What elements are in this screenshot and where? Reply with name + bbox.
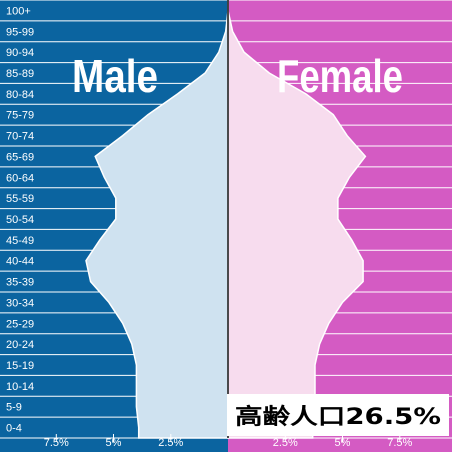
age-label: 95-99: [6, 26, 34, 38]
age-label: 20-24: [6, 339, 34, 351]
age-label: 60-64: [6, 172, 34, 184]
age-label: 65-69: [6, 151, 34, 163]
female-series-area: [227, 0, 367, 439]
age-label: 30-34: [6, 297, 34, 309]
legend-female: Female: [277, 50, 403, 102]
age-label: 10-14: [6, 381, 34, 393]
age-label: 45-49: [6, 235, 34, 247]
aging-annotation: 高齢人口26.5%: [235, 404, 441, 430]
age-label: 35-39: [6, 277, 34, 289]
age-label: 5-9: [6, 402, 22, 414]
age-label: 85-89: [6, 68, 34, 80]
x-tick-label: 7.5%: [387, 437, 412, 449]
x-tick-label: 2.5%: [273, 437, 298, 449]
age-label: 25-29: [6, 318, 34, 330]
age-label: 80-84: [6, 89, 34, 101]
male-series-area: [85, 0, 229, 439]
x-axis-ticks: 7.5% 5% 2.5% 2.5% 5% 7.5%: [44, 434, 413, 449]
x-tick-label: 5%: [106, 437, 122, 449]
age-label: 75-79: [6, 110, 34, 122]
age-labels: 0-4 5-9 10-14 15-19 20-24 25-29 30-34 35-39 40-4…: [6, 5, 34, 434]
age-label: 0-4: [6, 423, 22, 435]
age-label: 70-74: [6, 131, 34, 143]
age-label: 40-44: [6, 256, 34, 268]
age-label: 55-59: [6, 193, 34, 205]
age-label: 90-94: [6, 47, 34, 59]
x-tick-label: 5%: [335, 437, 351, 449]
x-tick-label: 7.5%: [44, 437, 69, 449]
aging-annotation-box: [227, 394, 449, 436]
age-label: 50-54: [6, 214, 34, 226]
age-label: 100+: [6, 5, 31, 17]
legend-male: Male: [72, 50, 158, 102]
age-label: 15-19: [6, 360, 34, 372]
x-tick-label: 2.5%: [158, 437, 183, 449]
